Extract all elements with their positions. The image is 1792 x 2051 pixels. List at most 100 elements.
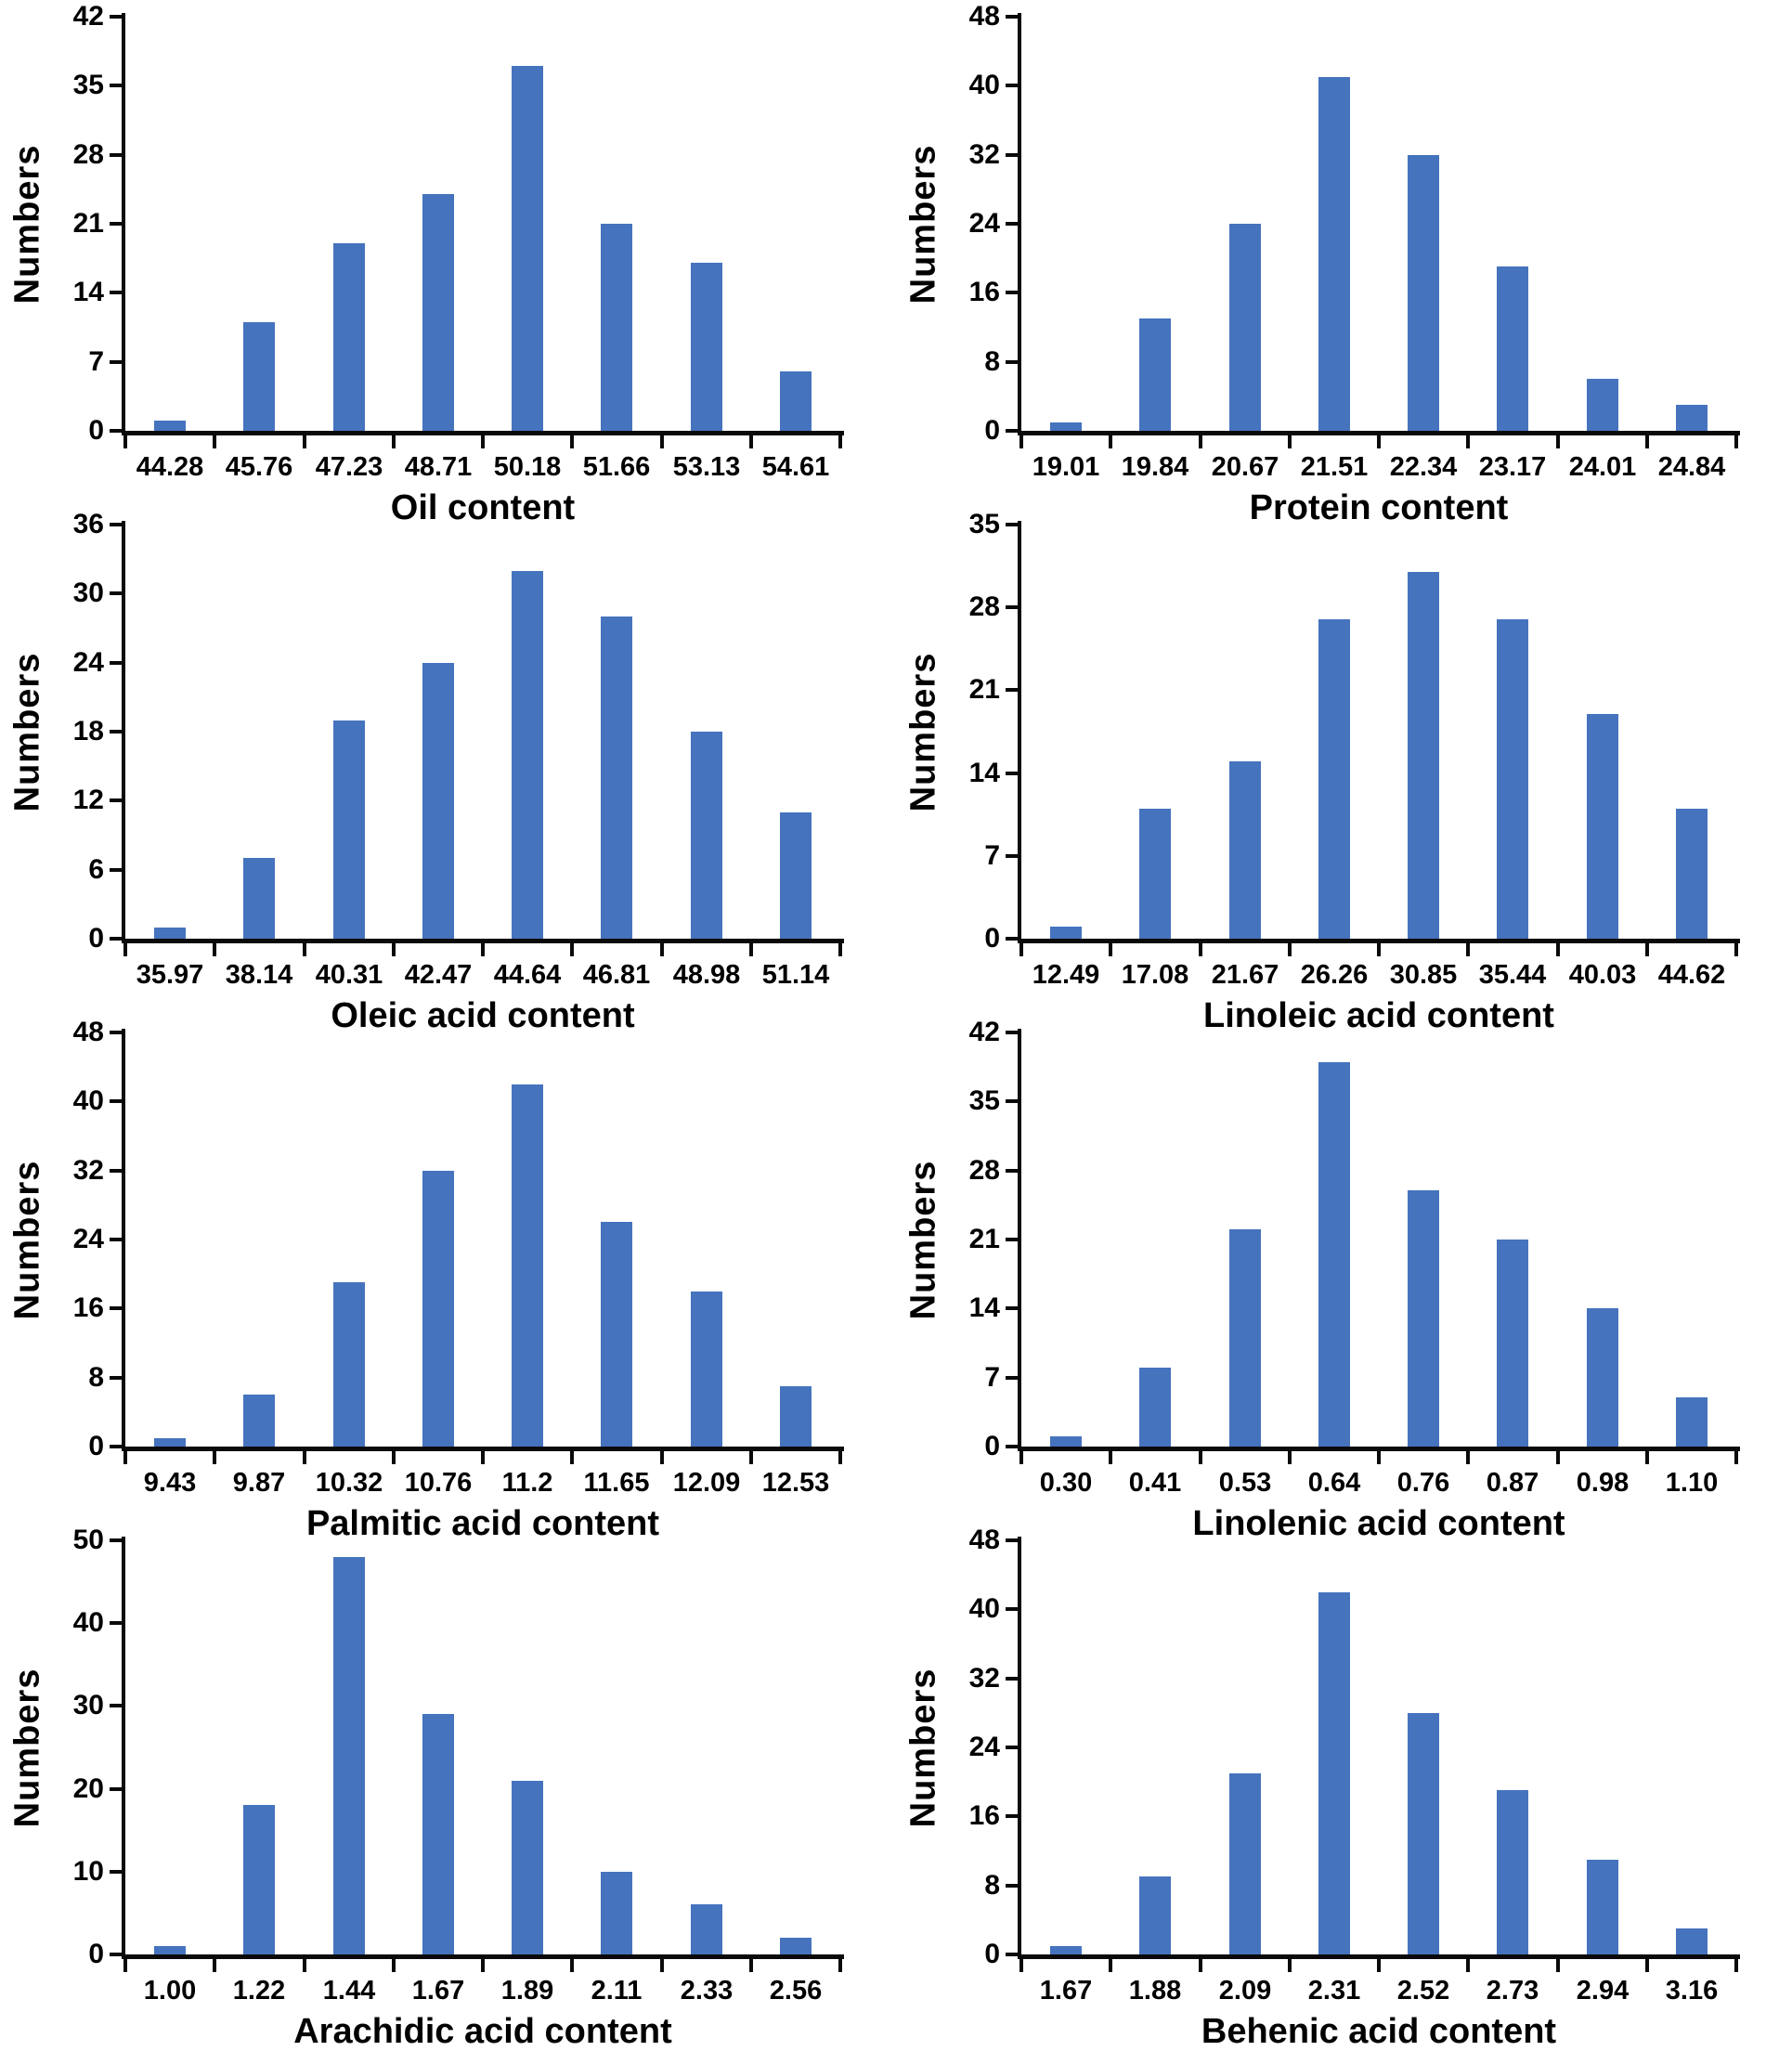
x-tick-mark [1466, 1448, 1471, 1464]
bar-0.76 [1408, 1190, 1439, 1447]
x-tick-mark [1019, 1956, 1023, 1972]
x-tick-label: 26.26 [1300, 960, 1369, 990]
x-tick-label: 3.16 [1665, 1976, 1719, 2006]
y-axis-line [1018, 13, 1021, 435]
y-tick-mark [1006, 152, 1018, 157]
bar-45.76 [243, 322, 275, 431]
bar-0.30 [1050, 1436, 1082, 1447]
bar-35.44 [1497, 619, 1528, 939]
y-tick-mark [110, 15, 122, 19]
y-tick-mark [1006, 771, 1018, 775]
bar-26.26 [1318, 619, 1350, 939]
x-tick-mark [123, 941, 127, 956]
y-tick-mark [1006, 15, 1018, 19]
x-tick-mark [213, 433, 217, 448]
y-axis-line [1018, 521, 1021, 943]
y-tick-mark [110, 1375, 122, 1380]
y-tick-label: 24 [72, 646, 104, 678]
x-tick-label: 12.53 [761, 1468, 830, 1498]
bar-0.87 [1497, 1240, 1528, 1447]
x-tick-label: 17.08 [1121, 960, 1189, 990]
x-axis-title: Palmitic acid content [305, 1504, 660, 1543]
y-tick-label: 6 [88, 853, 104, 885]
y-axis-line [1018, 1029, 1021, 1451]
x-tick-label: 12.49 [1032, 960, 1100, 990]
x-tick-mark [1287, 433, 1292, 448]
x-tick-mark [838, 941, 842, 956]
x-tick-label: 10.76 [404, 1468, 473, 1498]
x-tick-mark [1644, 1448, 1649, 1464]
x-tick-label: 9.87 [232, 1468, 286, 1498]
y-tick-mark [1006, 1607, 1018, 1612]
y-tick-mark [1006, 1099, 1018, 1104]
bar-44.62 [1676, 809, 1708, 939]
y-tick-label: 30 [72, 578, 104, 609]
x-tick-label: 53.13 [672, 452, 741, 482]
x-tick-label: 1.89 [500, 1976, 554, 2006]
x-tick-mark [1644, 433, 1649, 448]
y-tick-label: 16 [968, 1800, 1000, 1832]
x-tick-label: 1.67 [1039, 1976, 1093, 2006]
x-axis-title: Behenic acid content [1201, 2012, 1557, 2051]
y-tick-label: 14 [968, 757, 1000, 788]
histogram-protein-content: Numbers 0 8 16 24 32 40 48 19.01 19.84 20.67 21.51 2… [896, 0, 1792, 527]
x-tick-mark [1734, 941, 1738, 956]
y-tick-mark [1006, 1031, 1018, 1034]
x-tick-mark [748, 433, 753, 448]
y-tick-mark [110, 591, 122, 596]
y-tick-mark [1006, 605, 1018, 610]
x-tick-label: 44.64 [493, 960, 562, 990]
bar-2.33 [691, 1904, 722, 1954]
bar-2.94 [1587, 1860, 1618, 1954]
bar-2.73 [1497, 1790, 1528, 1954]
y-tick-mark [110, 660, 122, 665]
y-tick-mark [110, 359, 122, 364]
y-tick-mark [110, 1031, 122, 1034]
x-tick-mark [1734, 433, 1738, 448]
x-tick-label: 48.71 [404, 452, 473, 482]
x-tick-mark [391, 941, 396, 956]
x-tick-label: 35.97 [136, 960, 204, 990]
x-tick-label: 1.10 [1665, 1468, 1719, 1498]
bar-1.44 [333, 1557, 365, 1954]
bar-9.87 [243, 1395, 275, 1447]
x-tick-label: 19.01 [1032, 452, 1100, 482]
y-tick-mark [110, 291, 122, 295]
x-axis-title: Oleic acid content [331, 996, 635, 1035]
y-tick-label: 40 [968, 1593, 1000, 1625]
y-tick-label: 21 [72, 208, 104, 239]
x-tick-label: 2.52 [1396, 1976, 1450, 2006]
y-tick-label: 0 [88, 1431, 104, 1461]
bar-24.84 [1676, 405, 1708, 431]
x-tick-label: 50.18 [493, 452, 562, 482]
bar-17.08 [1139, 809, 1171, 939]
y-tick-label: 32 [968, 138, 1000, 170]
bar-38.14 [243, 858, 275, 939]
x-tick-mark [1109, 433, 1113, 448]
x-tick-mark [1466, 941, 1471, 956]
x-tick-mark [1377, 1956, 1381, 1972]
x-tick-mark [1466, 1956, 1471, 1972]
x-tick-label: 1.88 [1128, 1976, 1182, 2006]
y-tick-mark [110, 1538, 122, 1542]
x-tick-mark [1287, 941, 1292, 956]
x-tick-label: 38.14 [225, 960, 293, 990]
y-tick-mark [1006, 1238, 1018, 1241]
y-tick-label: 36 [72, 509, 104, 539]
y-tick-mark [110, 222, 122, 226]
y-tick-mark [110, 84, 122, 88]
y-tick-label: 40 [72, 1607, 104, 1639]
bar-19.01 [1050, 422, 1082, 431]
x-tick-mark [659, 1448, 664, 1464]
bar-0.98 [1587, 1308, 1618, 1447]
y-tick-mark [110, 1953, 122, 1956]
x-tick-mark [123, 433, 127, 448]
bar-40.31 [333, 720, 365, 939]
x-tick-mark [1734, 1448, 1738, 1464]
x-tick-mark [1555, 941, 1560, 956]
bar-1.89 [512, 1781, 543, 1954]
x-tick-mark [659, 941, 664, 956]
bar-0.41 [1139, 1368, 1171, 1447]
y-tick-mark [110, 523, 122, 526]
y-tick-label: 14 [968, 1292, 1000, 1324]
